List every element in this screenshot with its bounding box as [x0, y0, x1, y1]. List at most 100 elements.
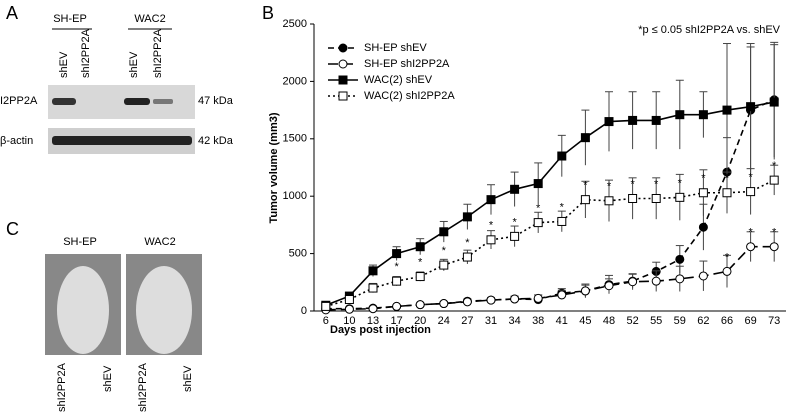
x-tick-label: 45	[579, 315, 591, 327]
point	[338, 59, 348, 69]
point	[746, 242, 756, 252]
point	[675, 274, 685, 284]
band	[153, 99, 173, 104]
lane-label: shI2PP2A	[152, 28, 164, 78]
point	[321, 301, 331, 311]
y-tick-label: 1500	[283, 133, 307, 145]
lane-label: shEV	[102, 365, 114, 392]
series-line	[325, 179, 775, 308]
x-tick-label: 69	[744, 315, 756, 327]
point	[628, 193, 638, 203]
significance: *	[701, 173, 706, 185]
point	[510, 184, 520, 194]
point	[698, 271, 708, 281]
significance: *	[678, 177, 683, 189]
point	[698, 110, 708, 120]
x-tick-label: 6	[323, 315, 329, 327]
lane-label: shI2PP2A	[137, 362, 149, 412]
group-label: WAC2	[144, 236, 175, 248]
point	[722, 266, 732, 276]
point	[439, 227, 449, 237]
significance: *	[418, 256, 423, 268]
point	[604, 281, 614, 291]
lane-label: shEV	[128, 51, 140, 78]
lane-label: shI2PP2A	[56, 362, 68, 412]
y-tick-label: 2500	[283, 18, 307, 30]
x-tick-label: 31	[485, 315, 497, 327]
point	[439, 299, 449, 309]
point	[604, 196, 614, 206]
point	[651, 276, 661, 286]
mouse	[136, 266, 192, 354]
point	[533, 218, 543, 228]
point	[462, 252, 472, 262]
point	[415, 272, 425, 282]
band	[52, 136, 192, 145]
point	[580, 133, 590, 143]
x-tick-label: 17	[390, 315, 402, 327]
significance: *	[607, 181, 612, 193]
point	[486, 195, 496, 205]
point	[580, 286, 590, 296]
significance: *	[725, 173, 730, 185]
significance: *	[583, 180, 588, 192]
point	[392, 301, 402, 311]
point	[769, 175, 779, 185]
significance: *	[772, 160, 777, 172]
x-tick-label: 73	[768, 315, 780, 327]
point	[557, 290, 567, 300]
y-tick-label: 0	[301, 305, 307, 317]
significance: *	[394, 261, 399, 273]
panel-label: C	[6, 219, 19, 239]
lane-label: shI2PP2A	[80, 28, 92, 78]
y-tick-label: 500	[289, 248, 307, 260]
point	[368, 283, 378, 293]
point	[675, 254, 685, 264]
significance: *	[489, 220, 494, 232]
panel-label: B	[262, 3, 274, 23]
x-tick-label: 55	[650, 315, 662, 327]
x-tick-label: 27	[461, 315, 473, 327]
significance: *	[512, 216, 517, 228]
legend-label: WAC(2) shI2PP2A	[364, 90, 455, 102]
point	[698, 222, 708, 232]
significance: *	[442, 245, 447, 257]
point	[368, 266, 378, 276]
x-tick-label: 59	[674, 315, 686, 327]
significance: *	[465, 237, 470, 249]
point	[462, 212, 472, 222]
size-label: 47 kDa	[198, 95, 234, 107]
x-axis-label: Days post injection	[330, 324, 431, 336]
significance: *	[371, 268, 376, 280]
point	[675, 110, 685, 120]
point	[628, 115, 638, 125]
x-tick-label: 24	[438, 315, 450, 327]
point	[580, 195, 590, 205]
point	[338, 75, 348, 85]
annotation: *p ≤ 0.05 shI2PP2A vs. shEV	[638, 24, 780, 36]
point	[675, 192, 685, 202]
point	[510, 294, 520, 304]
band	[124, 98, 150, 105]
point	[533, 179, 543, 189]
point	[510, 231, 520, 241]
legend-label: SH-EP shEV	[364, 42, 427, 54]
x-tick-label: 62	[697, 315, 709, 327]
x-tick-label: 52	[626, 315, 638, 327]
point	[415, 242, 425, 252]
lane-label: shEV	[182, 365, 194, 392]
point	[486, 295, 496, 305]
y-tick-label: 2000	[283, 75, 307, 87]
group-label: SH-EP	[63, 236, 97, 248]
x-tick-label: 20	[414, 315, 426, 327]
point	[338, 43, 348, 53]
group-label: SH-EP	[53, 13, 87, 25]
point	[722, 105, 732, 115]
point	[344, 295, 354, 305]
point	[392, 276, 402, 286]
mouse	[57, 266, 109, 354]
significance: *	[772, 227, 777, 239]
x-tick-label: 34	[508, 315, 520, 327]
legend-label: WAC(2) shEV	[364, 74, 433, 86]
